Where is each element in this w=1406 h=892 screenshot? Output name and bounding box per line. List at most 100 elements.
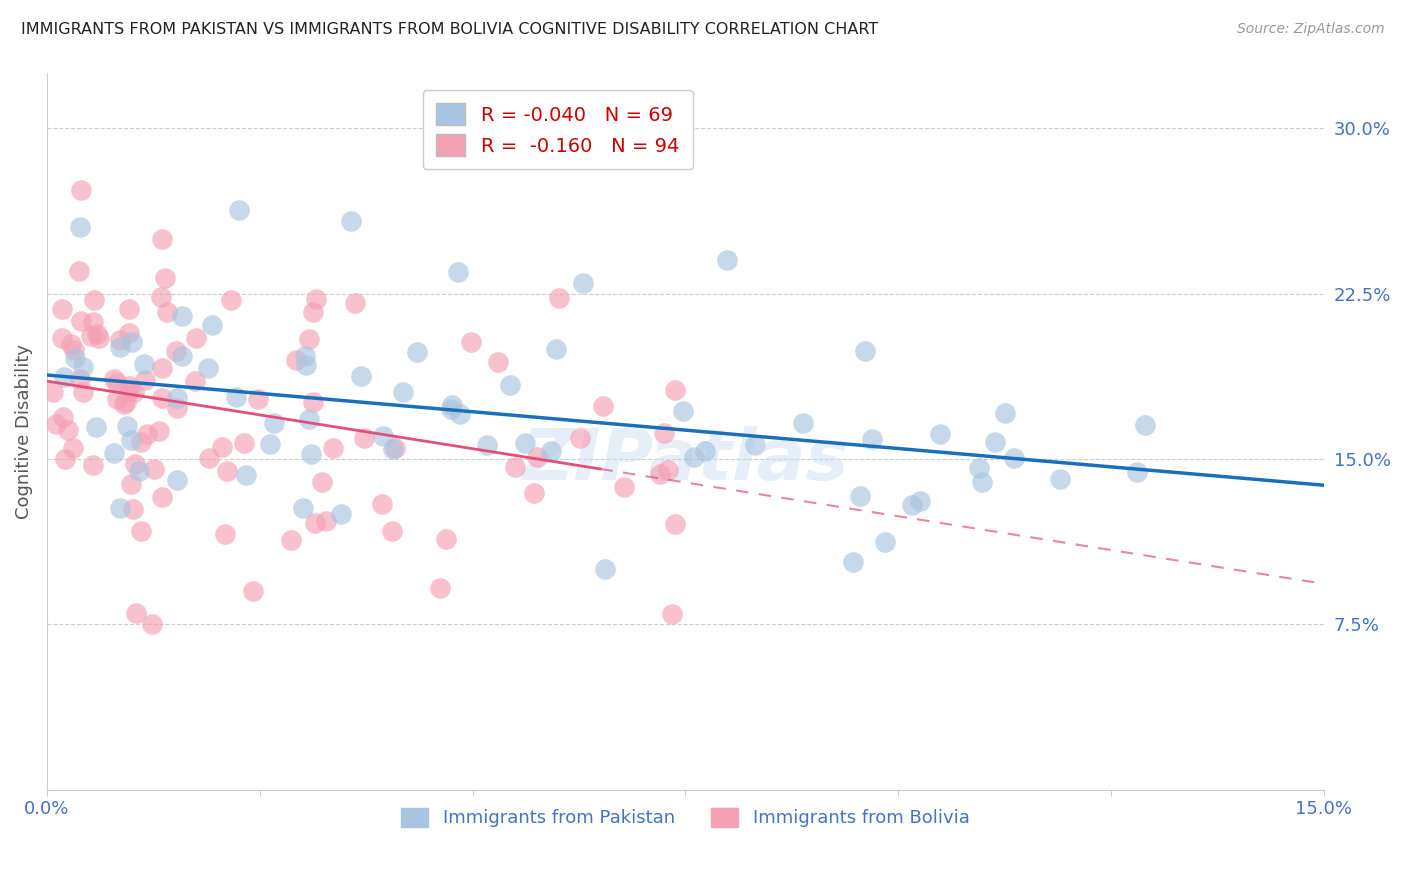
- Point: [128, 464, 150, 478]
- Point: [103, 446, 125, 460]
- Point: [391, 385, 413, 400]
- Point: [929, 426, 952, 441]
- Point: [156, 304, 179, 318]
- Point: [105, 376, 128, 390]
- Point: [571, 276, 593, 290]
- Point: [51, 301, 73, 316]
- Point: [664, 383, 686, 397]
- Point: [108, 333, 131, 347]
- Point: [291, 500, 314, 515]
- Point: [284, 352, 307, 367]
- Point: [150, 391, 173, 405]
- Point: [172, 350, 194, 364]
- Point: [280, 533, 302, 547]
- Point: [381, 524, 404, 539]
- Legend: Immigrants from Pakistan, Immigrants from Bolivia: Immigrants from Pakistan, Immigrants fro…: [394, 801, 977, 835]
- Point: [83, 293, 105, 307]
- Point: [225, 390, 247, 404]
- Point: [329, 507, 352, 521]
- Point: [165, 343, 187, 358]
- Point: [115, 418, 138, 433]
- Point: [744, 437, 766, 451]
- Point: [70, 183, 93, 197]
- Point: [311, 475, 333, 489]
- Point: [298, 412, 321, 426]
- Point: [657, 463, 679, 477]
- Point: [648, 467, 671, 481]
- Point: [125, 607, 148, 621]
- Point: [86, 327, 108, 342]
- Point: [434, 533, 457, 547]
- Point: [110, 500, 132, 515]
- Point: [993, 406, 1015, 420]
- Point: [136, 427, 159, 442]
- Point: [304, 516, 326, 530]
- Point: [122, 384, 145, 399]
- Point: [53, 370, 76, 384]
- Point: [664, 516, 686, 531]
- Text: Source: ZipAtlas.com: Source: ZipAtlas.com: [1237, 22, 1385, 37]
- Point: [118, 301, 141, 316]
- Point: [523, 486, 546, 500]
- Point: [120, 384, 142, 398]
- Point: [1126, 465, 1149, 479]
- Point: [298, 332, 321, 346]
- Point: [82, 458, 104, 473]
- Point: [842, 555, 865, 569]
- Point: [247, 392, 270, 406]
- Point: [1049, 472, 1071, 486]
- Point: [228, 202, 250, 217]
- Point: [82, 315, 104, 329]
- Point: [302, 395, 325, 409]
- Point: [242, 584, 264, 599]
- Text: ZIPatlas: ZIPatlas: [522, 425, 849, 495]
- Point: [115, 394, 138, 409]
- Point: [440, 402, 463, 417]
- Point: [63, 343, 86, 358]
- Point: [120, 477, 142, 491]
- Point: [299, 446, 322, 460]
- Point: [105, 392, 128, 407]
- Point: [910, 493, 932, 508]
- Point: [235, 468, 257, 483]
- Point: [716, 253, 738, 268]
- Point: [150, 232, 173, 246]
- Point: [486, 355, 509, 369]
- Point: [120, 434, 142, 448]
- Point: [214, 527, 236, 541]
- Point: [155, 270, 177, 285]
- Point: [60, 337, 83, 351]
- Point: [219, 293, 242, 307]
- Point: [315, 514, 337, 528]
- Point: [429, 581, 451, 595]
- Point: [672, 404, 695, 418]
- Point: [370, 498, 392, 512]
- Point: [695, 443, 717, 458]
- Point: [232, 435, 254, 450]
- Point: [477, 438, 499, 452]
- Point: [110, 340, 132, 354]
- Point: [540, 443, 562, 458]
- Point: [593, 562, 616, 576]
- Point: [592, 399, 614, 413]
- Point: [344, 295, 367, 310]
- Point: [513, 436, 536, 450]
- Point: [150, 361, 173, 376]
- Point: [970, 475, 993, 489]
- Point: [52, 410, 75, 425]
- Point: [166, 474, 188, 488]
- Point: [853, 344, 876, 359]
- Point: [1002, 451, 1025, 466]
- Point: [72, 359, 94, 374]
- Point: [183, 374, 205, 388]
- Point: [544, 343, 567, 357]
- Point: [792, 416, 814, 430]
- Point: [568, 431, 591, 445]
- Point: [118, 326, 141, 340]
- Y-axis label: Cognitive Disability: Cognitive Disability: [15, 344, 32, 519]
- Point: [259, 437, 281, 451]
- Point: [70, 314, 93, 328]
- Point: [67, 264, 90, 278]
- Point: [134, 373, 156, 387]
- Point: [350, 369, 373, 384]
